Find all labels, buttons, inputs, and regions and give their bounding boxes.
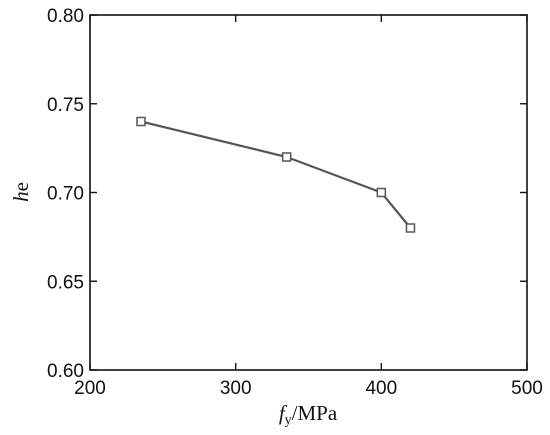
data-point-1 xyxy=(281,152,292,162)
data-point-2 xyxy=(376,187,387,198)
x-axis-label: fy/MPa xyxy=(279,401,338,428)
x-tick-label-2: 400 xyxy=(365,378,397,399)
data-series xyxy=(136,116,416,233)
data-point-3 xyxy=(405,223,416,233)
y-axis-label-sub: e xyxy=(9,182,33,191)
x-tick-label-0: 200 xyxy=(74,378,106,399)
series-line-0 xyxy=(140,120,412,229)
y-axis-label: he xyxy=(9,182,33,202)
data-point-0 xyxy=(136,116,146,127)
x-axis-label-unit: /MPa xyxy=(292,401,338,425)
y-axis-label-var: h xyxy=(9,191,33,202)
x-tick-label-1: 300 xyxy=(220,378,252,399)
y-tick-label-2: 0.70 xyxy=(47,184,84,205)
tick-labels: 200 300 400 500 0.60 0.65 0.70 0.75 0.80 xyxy=(47,6,543,399)
y-tick-label-4: 0.80 xyxy=(47,6,84,27)
x-tick-label-3: 500 xyxy=(511,378,543,399)
y-tick-label-3: 0.75 xyxy=(47,95,84,116)
x-axis-label-sub: y xyxy=(285,413,292,428)
x-axis-label-var: f xyxy=(279,401,288,425)
y-tick-label-0: 0.60 xyxy=(47,361,84,382)
y-tick-label-1: 0.65 xyxy=(47,272,84,293)
plot-frame xyxy=(89,14,528,371)
axis-ticks xyxy=(89,14,528,371)
